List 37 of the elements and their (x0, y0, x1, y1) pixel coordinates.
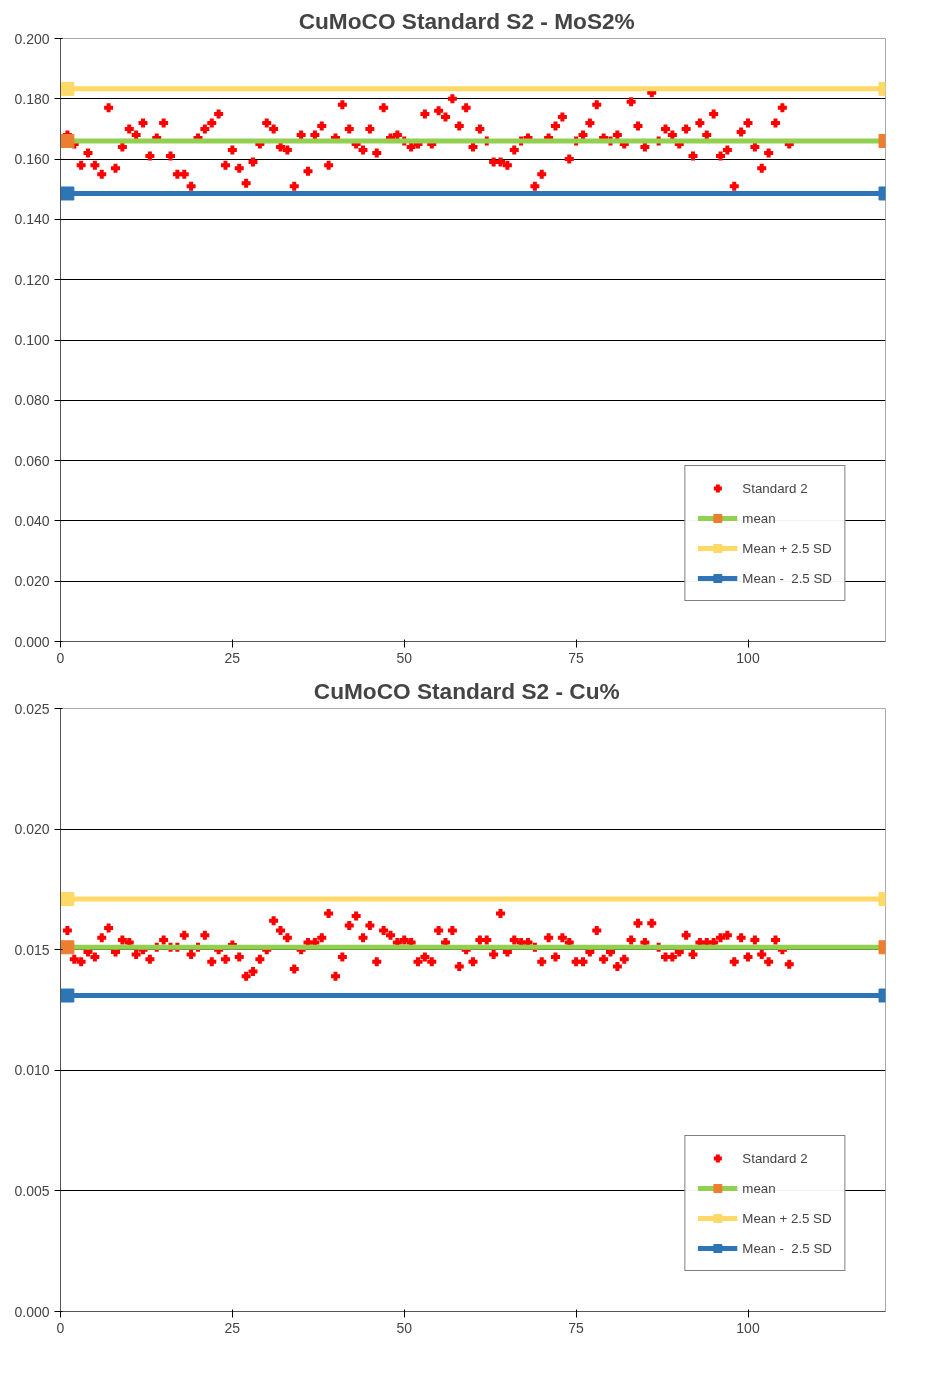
y-tick-label: 0.080 (14, 392, 50, 409)
y-tick-label: 0.015 (14, 941, 50, 958)
y-tick-label: 0.000 (14, 633, 50, 650)
y-tick-label: 0.180 (14, 90, 50, 107)
chart-title: CuMoCO Standard S2 - MoS2% (298, 7, 635, 34)
x-tick-label: 50 (396, 1319, 413, 1336)
y-tick-label: 0.160 (14, 151, 50, 168)
legend-label: Mean - 2.5 SD (742, 1240, 832, 1256)
y-tick-label: 0.140 (14, 211, 50, 228)
x-tick-label: 25 (224, 649, 241, 666)
y-tick-label: 0.020 (14, 573, 50, 590)
x-tick-label: 100 (736, 649, 760, 666)
legend-label: Mean + 2.5 SD (742, 1210, 832, 1226)
x-tick-label: 25 (224, 1319, 241, 1336)
x-tick-label: 0 (56, 1319, 65, 1336)
y-tick-label: 0.010 (14, 1062, 50, 1079)
x-tick-label: 100 (736, 1319, 760, 1336)
y-tick-label: 0.025 (14, 700, 50, 717)
y-tick-label: 0.200 (14, 30, 50, 47)
legend-label: Standard 2 (742, 1150, 808, 1166)
legend-label: mean (742, 1180, 776, 1196)
legend-label: Mean - 2.5 SD (742, 570, 832, 586)
y-tick-label: 0.060 (14, 452, 50, 469)
x-tick-label: 75 (568, 1319, 585, 1336)
legend-label: mean (742, 510, 776, 526)
x-tick-label: 50 (396, 649, 413, 666)
y-tick-label: 0.000 (14, 1303, 50, 1320)
legend-label: Mean + 2.5 SD (742, 540, 832, 556)
x-tick-label: 75 (568, 649, 585, 666)
chart-title: CuMoCO Standard S2 - Cu% (313, 677, 620, 704)
y-tick-label: 0.005 (14, 1182, 50, 1199)
y-tick-label: 0.120 (14, 271, 50, 288)
legend-label: Standard 2 (742, 480, 808, 496)
y-tick-label: 0.100 (14, 332, 50, 348)
y-tick-label: 0.020 (14, 821, 50, 838)
y-tick-label: 0.040 (14, 512, 50, 529)
x-tick-label: 0 (56, 649, 65, 666)
